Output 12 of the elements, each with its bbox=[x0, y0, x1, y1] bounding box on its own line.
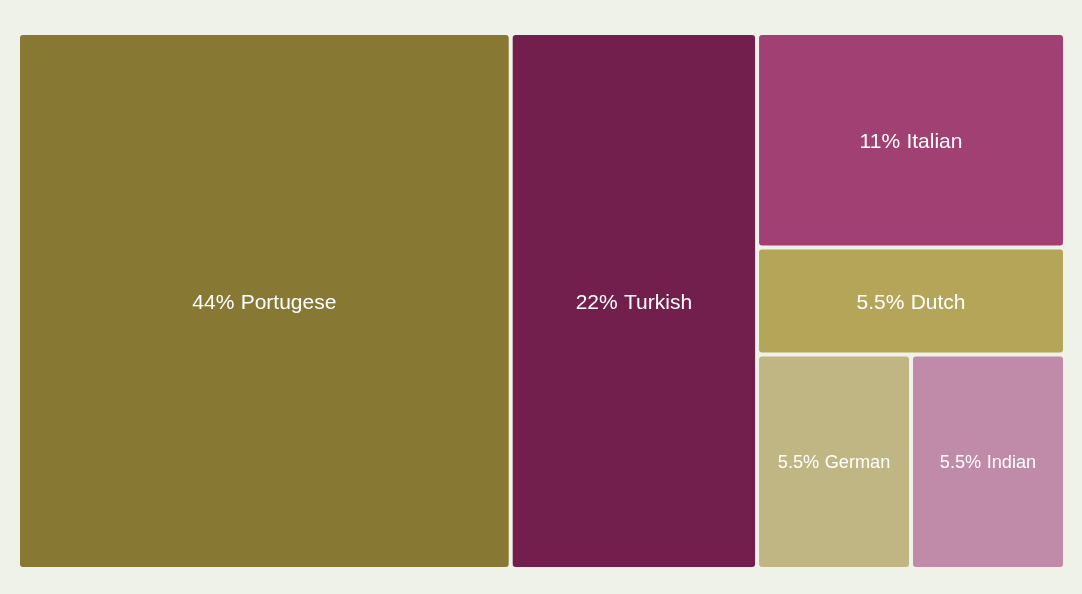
data-label: 5.5% bbox=[777, 451, 820, 472]
data-label: 22% bbox=[575, 289, 618, 313]
category-label: Dutch bbox=[910, 289, 966, 313]
data-label: 44% bbox=[192, 289, 235, 313]
category-label: Italian bbox=[906, 128, 963, 152]
category-label: Portugese bbox=[240, 289, 337, 313]
category-label: Indian bbox=[986, 451, 1037, 472]
data-label: 11% bbox=[859, 128, 901, 152]
data-label: 5.5% bbox=[856, 289, 905, 313]
category-label: German bbox=[824, 451, 891, 472]
category-label: Turkish bbox=[624, 289, 693, 313]
data-label: 5.5% bbox=[939, 451, 982, 472]
